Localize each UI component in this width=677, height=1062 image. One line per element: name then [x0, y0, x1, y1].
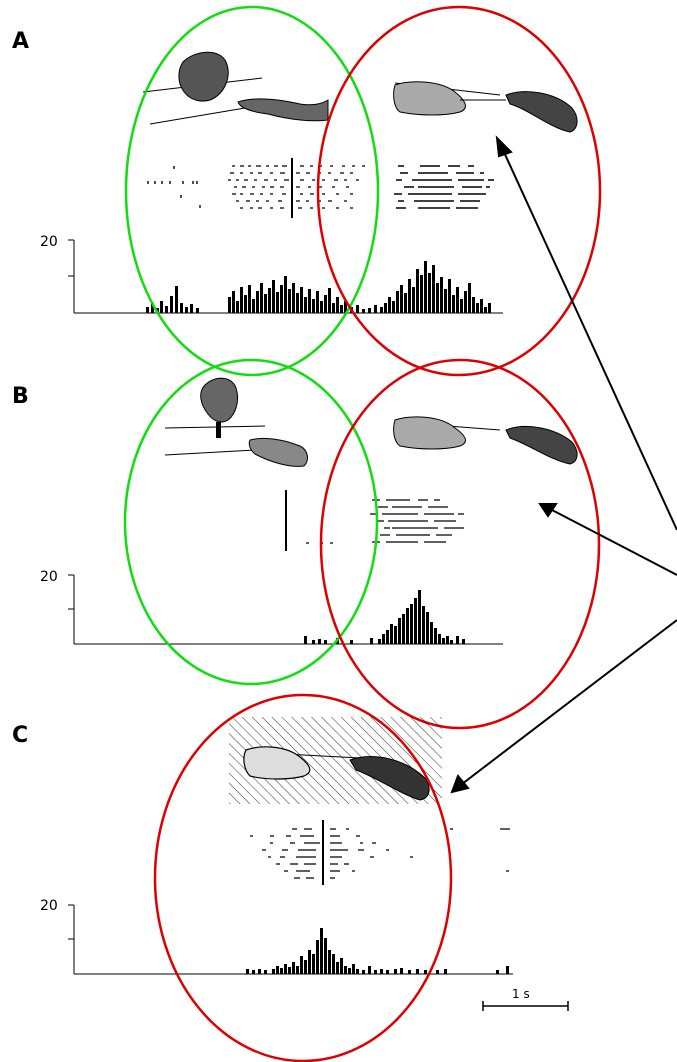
hand-grasp-illustration — [142, 51, 329, 125]
panel-letter-a: A — [12, 29, 29, 54]
tool-grasp-illustration-b — [393, 416, 578, 465]
scale-bar-label: 1 s — [512, 987, 530, 1001]
y-tick-c: 20 — [40, 898, 58, 914]
histogram-c: 20 — [40, 898, 513, 975]
arrowhead-b — [538, 503, 558, 518]
arrows — [450, 135, 677, 794]
tool-grasp-hatched-illustration — [229, 717, 442, 804]
green-ellipse-a — [124, 5, 380, 377]
raster-c — [250, 820, 510, 885]
y-tick-a: 20 — [40, 234, 58, 250]
arrowhead-a — [495, 135, 513, 158]
histogram-a: 20 — [40, 234, 503, 314]
red-ellipse-c — [153, 693, 453, 1062]
arrow-to-panel-c — [461, 619, 677, 785]
panel-letter-b: B — [12, 384, 29, 409]
tool-grasp-illustration — [393, 81, 578, 133]
scale-bar: 1 s — [482, 987, 569, 1011]
arrowhead-c — [450, 774, 470, 794]
arrow-to-panel-b — [551, 509, 677, 576]
panel-letter-c: C — [12, 723, 28, 748]
panel-c: C 20 — [12, 693, 513, 1062]
panel-b: B — [12, 358, 601, 730]
y-tick-b: 20 — [40, 569, 58, 585]
green-ellipse-b — [123, 358, 379, 686]
arrow-to-panel-a — [502, 149, 677, 531]
tool-holding-object-illustration — [164, 377, 308, 467]
panel-a: A — [12, 5, 602, 377]
histogram-b: 20 — [40, 569, 503, 645]
red-ellipse-a — [316, 5, 602, 377]
red-ellipse-b — [319, 358, 601, 730]
raster-a — [147, 158, 494, 218]
